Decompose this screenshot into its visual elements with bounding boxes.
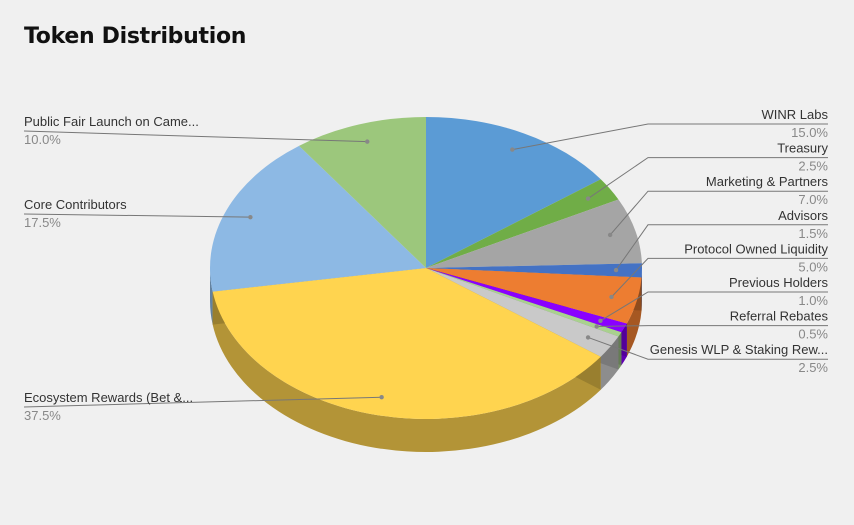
slice-label-value: 15.0%: [791, 125, 828, 140]
slice-label-name: Marketing & Partners: [706, 174, 829, 189]
leader-line-1: [587, 157, 828, 199]
slice-label-name: Genesis WLP & Staking Rew...: [650, 342, 828, 357]
chart-title: Token Distribution: [24, 24, 247, 49]
leader-line-4: [611, 257, 828, 298]
leader-dot-7: [585, 335, 591, 340]
slice-7[interactable]: [426, 268, 619, 357]
leader-dot-10: [365, 139, 370, 144]
slice-label-3: Advisors 1.5%: [613, 208, 828, 273]
slice-10[interactable]: [299, 117, 426, 268]
leader-line-3: [615, 224, 828, 271]
slice-label-value: 37.5%: [24, 408, 61, 423]
slice-label-value: 1.0%: [798, 293, 828, 308]
slice-label-0: WINR Labs 15.0%: [510, 107, 828, 152]
slice-label-name: Referral Rebates: [730, 309, 829, 324]
leader-dot-3: [613, 267, 619, 273]
slice-label-value: 5.0%: [798, 259, 828, 274]
slice-label-5: Previous Holders 1.0%: [598, 275, 828, 323]
slice-label-4: Protocol Owned Liquidity 5.0%: [609, 241, 828, 300]
leader-dot-2: [607, 232, 613, 238]
slice-label-value: 0.5%: [798, 327, 828, 342]
slice-label-value: 7.0%: [798, 192, 828, 207]
slice-5[interactable]: [426, 268, 627, 333]
slice-label-2: Marketing & Partners 7.0%: [607, 174, 829, 238]
slice-4[interactable]: [426, 268, 642, 324]
leader-dot-4: [609, 294, 614, 300]
leader-line-6: [596, 325, 828, 327]
slice-label-6: Referral Rebates 0.5%: [594, 309, 828, 342]
slice-9[interactable]: [210, 145, 426, 292]
leader-line-2: [609, 190, 828, 236]
slice-label-name: Public Fair Launch on Came...: [24, 114, 199, 129]
slice-label-1: Treasury 2.5%: [585, 141, 828, 201]
slice-label-7: Genesis WLP & Staking Rew... 2.5%: [585, 335, 828, 375]
leader-dot-5: [598, 318, 603, 323]
slice-label-name: WINR Labs: [762, 107, 829, 122]
slice-label-8: Ecosystem Rewards (Bet &... 37.5%: [23, 390, 384, 423]
leader-line-5: [600, 291, 828, 322]
slice-3[interactable]: [426, 263, 642, 278]
slice-8[interactable]: [212, 268, 601, 420]
leader-dot-1: [585, 196, 591, 201]
leader-line-7: [587, 336, 828, 360]
slice-label-name: Advisors: [778, 208, 828, 223]
leader-line-10: [23, 130, 368, 143]
slice-label-name: Previous Holders: [729, 275, 828, 290]
slice-label-value: 10.0%: [24, 132, 61, 147]
leader-line-0: [512, 123, 828, 151]
slice-0[interactable]: [426, 117, 601, 268]
slice-6[interactable]: [426, 268, 622, 337]
leader-dot-0: [510, 147, 515, 152]
slice-label-value: 17.5%: [24, 215, 61, 230]
slice-label-value: 2.5%: [798, 159, 828, 174]
slice-label-value: 1.5%: [798, 226, 828, 241]
slice-2[interactable]: [426, 199, 642, 268]
slice-wall-9: [210, 268, 213, 325]
slice-label-name: Treasury: [777, 141, 828, 156]
leader-dot-9: [248, 214, 253, 220]
slice-wall-4: [626, 277, 642, 357]
slice-label-value: 2.5%: [798, 360, 828, 375]
slice-1[interactable]: [426, 179, 619, 268]
slice-wall-8: [212, 291, 601, 453]
leader-line-8: [23, 396, 382, 408]
slice-label-name: Core Contributors: [24, 197, 127, 212]
slice-label-name: Ecosystem Rewards (Bet &...: [24, 390, 193, 405]
slice-label-10: Public Fair Launch on Came... 10.0%: [23, 114, 370, 147]
leader-dot-6: [594, 324, 599, 329]
slice-label-9: Core Contributors 17.5%: [23, 197, 253, 230]
slice-label-name: Protocol Owned Liquidity: [684, 241, 828, 256]
leader-dot-8: [379, 395, 384, 400]
leader-line-9: [23, 213, 251, 218]
